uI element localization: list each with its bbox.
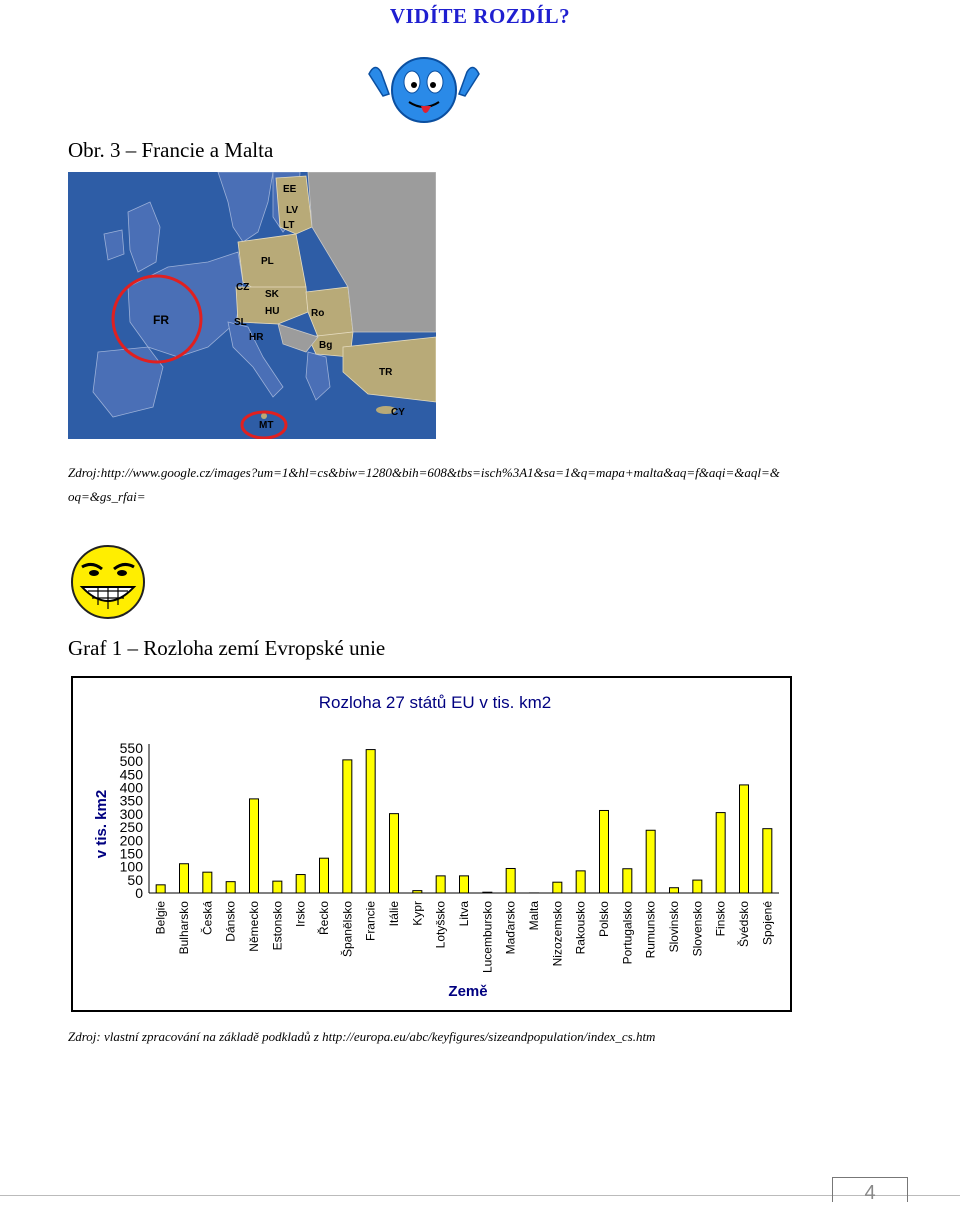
x-tick-label: Slovinsko bbox=[667, 901, 681, 953]
x-tick-label: Řecko bbox=[316, 901, 331, 935]
page-heading: VIDÍTE ROZDÍL? bbox=[0, 4, 960, 29]
map-label-tr: TR bbox=[379, 367, 393, 378]
x-tick-label: Švédsko bbox=[736, 901, 751, 947]
bar bbox=[273, 881, 282, 893]
x-tick-label: Slovensko bbox=[690, 901, 704, 957]
map-label-pl: PL bbox=[261, 256, 274, 267]
bar bbox=[600, 810, 609, 893]
map-label-hu: HU bbox=[265, 306, 279, 317]
bar bbox=[646, 830, 655, 893]
x-axis-label: Země bbox=[448, 983, 487, 1000]
x-tick-label: Lucembursko bbox=[480, 901, 494, 973]
map-label-lv: LV bbox=[286, 205, 298, 216]
bar bbox=[366, 750, 375, 893]
bar bbox=[436, 876, 445, 893]
y-tick-label: 550 bbox=[120, 740, 144, 756]
page-number: 4 bbox=[832, 1177, 908, 1202]
x-tick-label: Lotyšsko bbox=[434, 901, 448, 949]
x-tick-label: Malta bbox=[527, 901, 541, 931]
map-label-cz: CZ bbox=[236, 282, 249, 293]
x-tick-label: Kypr bbox=[410, 901, 424, 926]
bar bbox=[763, 829, 772, 893]
x-tick-label: Rumunsko bbox=[644, 901, 658, 959]
x-tick-label: Dánsko bbox=[224, 901, 238, 942]
chart-frame: Rozloha 27 států EU v tis. km2 v tis. km… bbox=[71, 676, 792, 1012]
area-bar-chart: Rozloha 27 států EU v tis. km2 v tis. km… bbox=[73, 678, 790, 1010]
x-tick-label: Itálie bbox=[387, 901, 401, 927]
bar bbox=[460, 876, 469, 893]
x-tick-label: Česká bbox=[199, 901, 214, 935]
bar bbox=[506, 868, 515, 893]
map-label-mt: MT bbox=[259, 420, 273, 431]
bar bbox=[716, 813, 725, 893]
bar bbox=[226, 882, 235, 893]
bar bbox=[740, 785, 749, 893]
bar bbox=[390, 814, 399, 893]
bar bbox=[156, 885, 165, 893]
x-tick-label: Polsko bbox=[597, 901, 611, 937]
map-source: Zdroj:http://www.google.cz/images?um=1&h… bbox=[68, 461, 848, 509]
x-tick-label: Estonsko bbox=[270, 901, 284, 951]
x-tick-label: Maďarsko bbox=[504, 901, 518, 955]
figure-caption: Obr. 3 – Francie a Malta bbox=[68, 138, 273, 163]
map-label-bg: Bg bbox=[319, 340, 332, 351]
map-label-sk: SK bbox=[265, 289, 280, 300]
bar bbox=[180, 864, 189, 893]
map-label-fr: FR bbox=[153, 313, 169, 327]
europe-map: EE LV LT PL CZ SK HU SL HR FR Ro Bg TR C… bbox=[68, 172, 436, 439]
x-tick-label: Finsko bbox=[714, 901, 728, 937]
map-label-hr: HR bbox=[249, 332, 264, 343]
grinning-face-icon bbox=[68, 543, 148, 621]
x-tick-label: Bulharsko bbox=[177, 901, 191, 955]
map-label-cy: CY bbox=[391, 407, 405, 418]
bar bbox=[203, 872, 212, 893]
x-tick-label: Španělsko bbox=[339, 901, 354, 957]
x-tick-label: Belgie bbox=[154, 901, 168, 935]
bar bbox=[320, 858, 329, 893]
x-tick-label: Německo bbox=[247, 901, 261, 952]
bar bbox=[693, 880, 702, 893]
chart-source: Zdroj: vlastní zpracování na základě pod… bbox=[68, 1029, 655, 1045]
x-tick-label: Portugalsko bbox=[620, 901, 634, 965]
x-tick-label: Spojené bbox=[760, 901, 774, 945]
bar bbox=[576, 871, 585, 893]
graph-caption: Graf 1 – Rozloha zemí Evropské unie bbox=[68, 636, 385, 661]
x-tick-label: Rakousko bbox=[574, 901, 588, 955]
map-label-ee: EE bbox=[283, 184, 297, 195]
surprised-face-icon bbox=[365, 54, 483, 126]
map-label-lt: LT bbox=[283, 220, 294, 231]
bar bbox=[670, 888, 679, 893]
bar bbox=[553, 882, 562, 893]
x-tick-label: Irsko bbox=[294, 901, 308, 927]
y-axis-label: v tis. km2 bbox=[93, 790, 110, 858]
chart-title: Rozloha 27 států EU v tis. km2 bbox=[319, 693, 551, 712]
bar bbox=[623, 869, 632, 893]
map-label-sl: SL bbox=[234, 317, 247, 328]
x-tick-label: Francie bbox=[364, 901, 378, 941]
footer-divider bbox=[0, 1195, 960, 1196]
x-tick-label: Nizozemsko bbox=[550, 901, 564, 967]
bar bbox=[343, 760, 352, 893]
bar bbox=[250, 799, 259, 893]
bar bbox=[296, 875, 305, 893]
x-tick-label: Litva bbox=[457, 901, 471, 927]
map-label-ro: Ro bbox=[311, 308, 324, 319]
